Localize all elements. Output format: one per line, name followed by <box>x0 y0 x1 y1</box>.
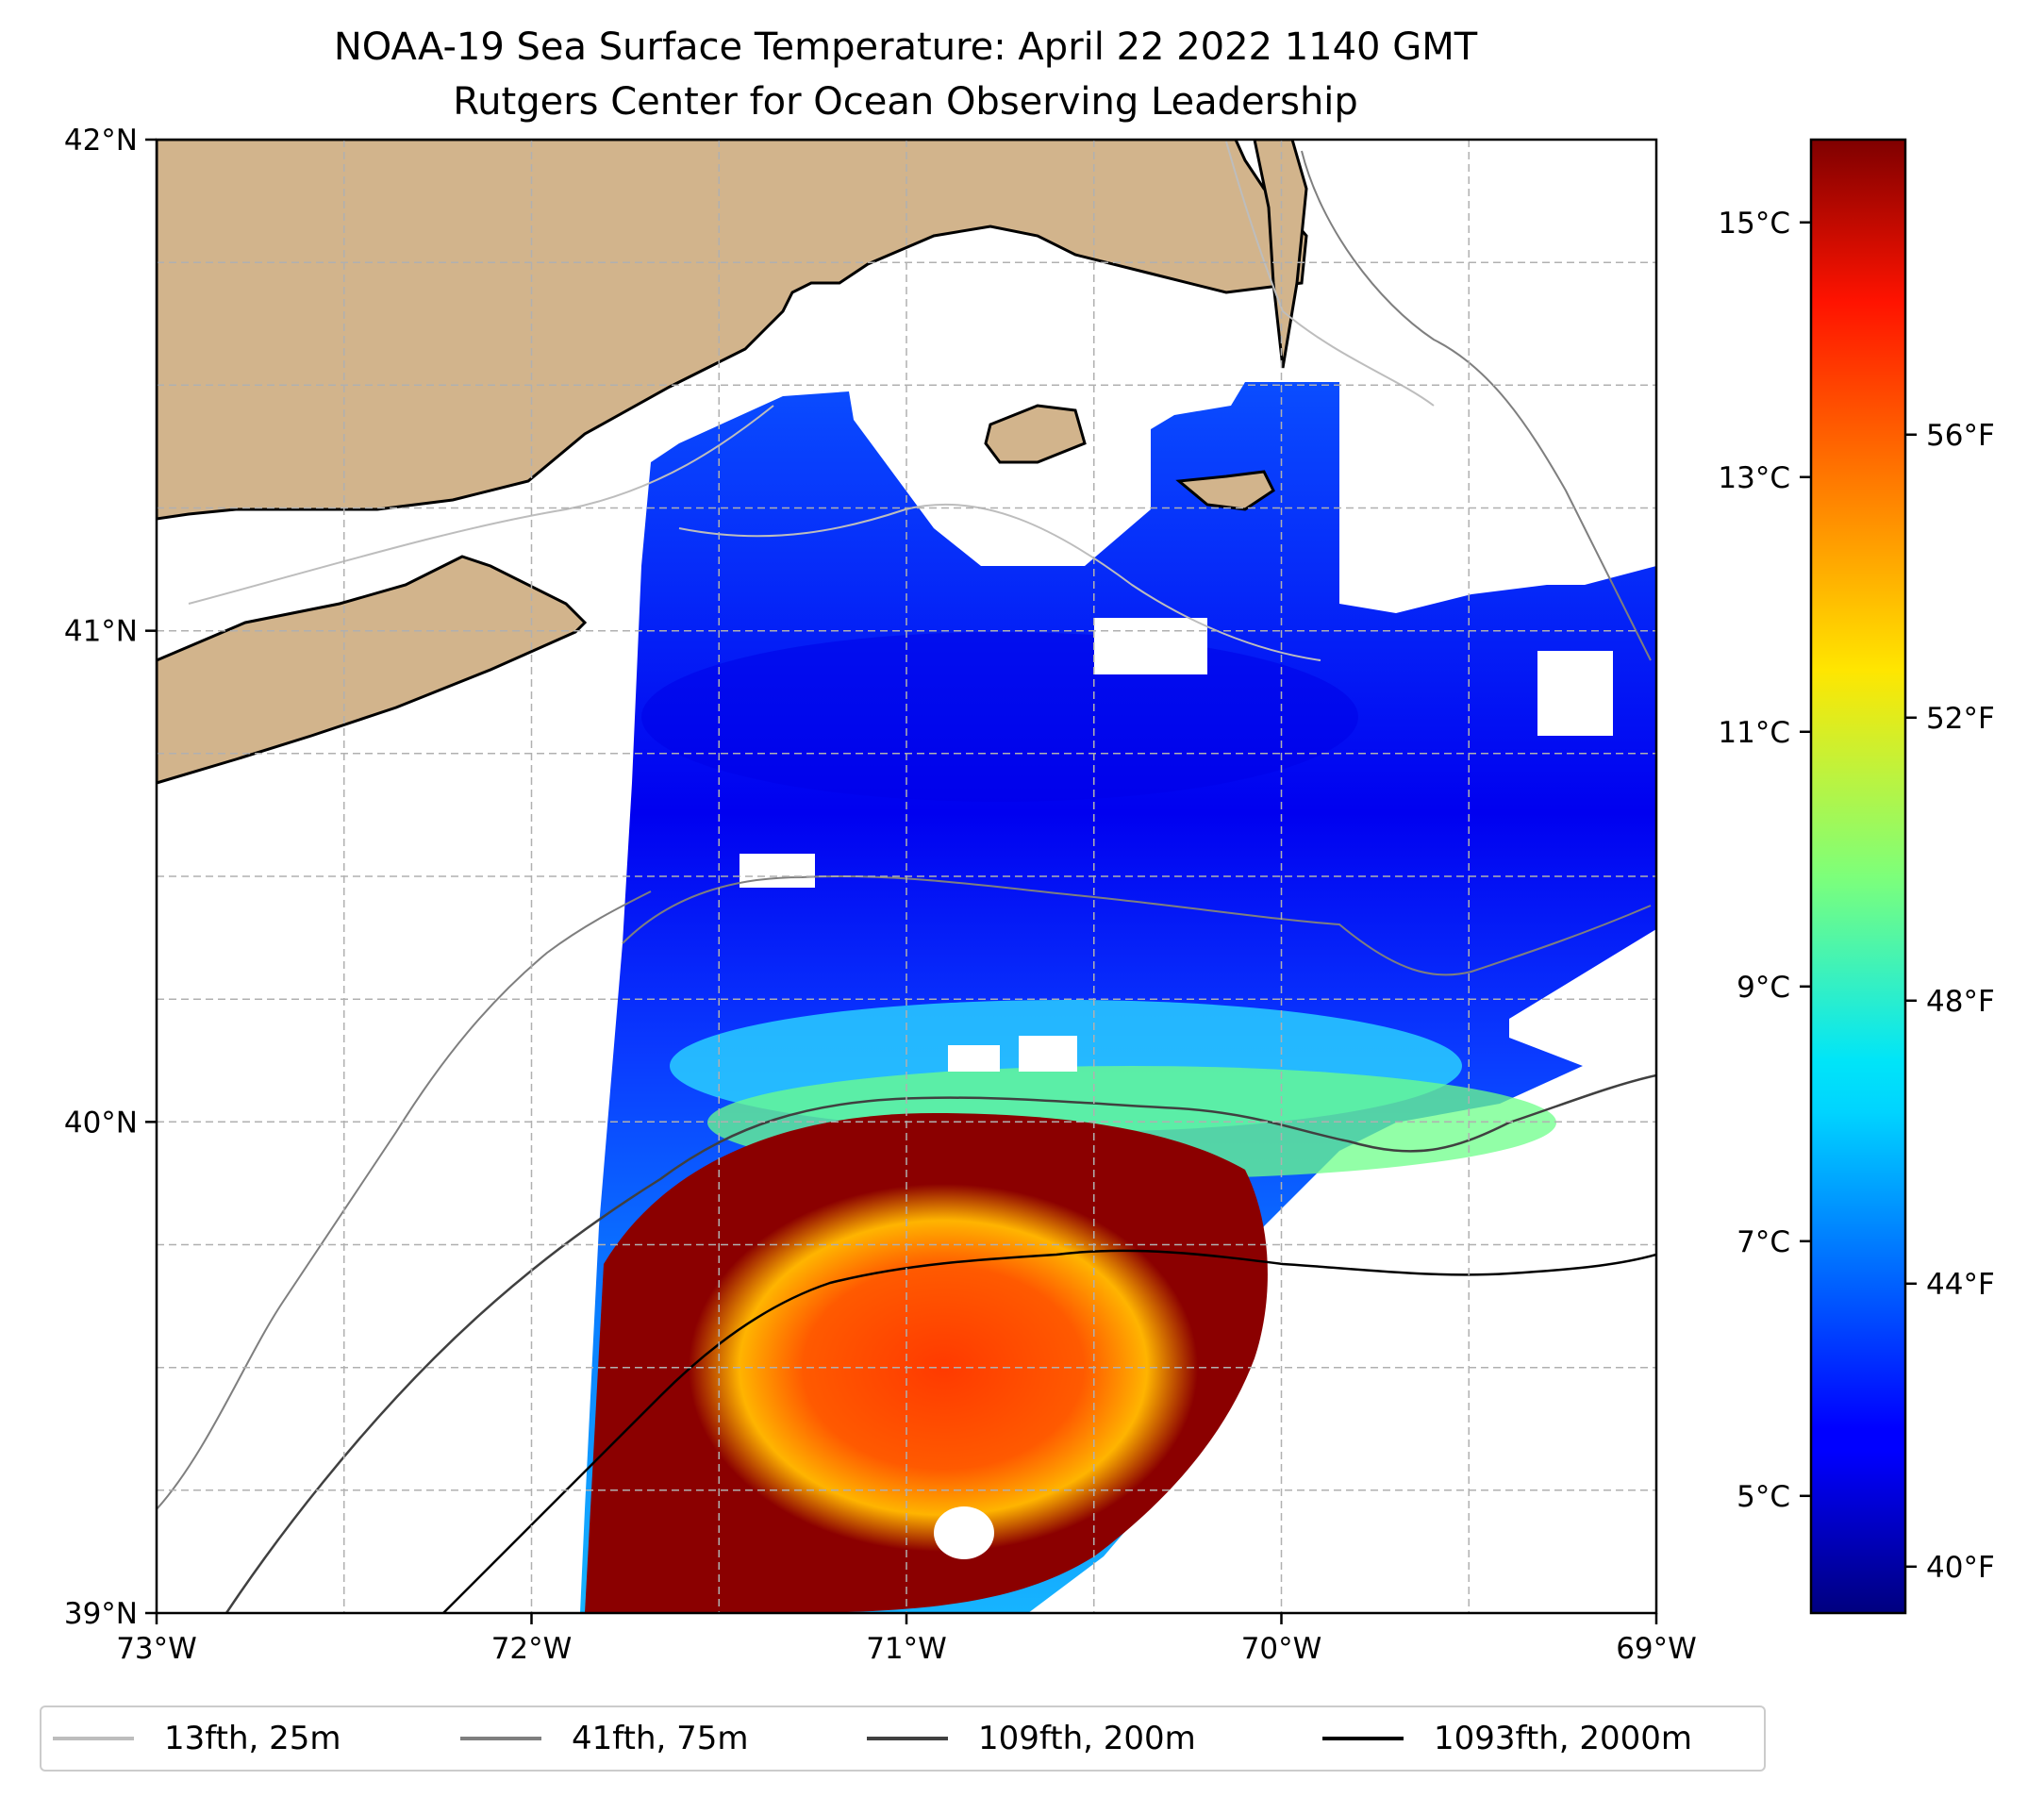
legend-item: 109fth, 200m <box>867 1707 1196 1770</box>
x-tick-label: 72°W <box>491 1632 573 1666</box>
cloud-gap <box>739 854 815 888</box>
x-tick-label: 69°W <box>1616 1632 1697 1666</box>
nantucket <box>1175 470 1275 511</box>
map-area <box>157 140 1656 1613</box>
cloud-gap <box>1019 1036 1077 1072</box>
legend-swatch <box>867 1737 948 1740</box>
cape-cod <box>1253 140 1308 369</box>
legend-swatch <box>460 1737 541 1740</box>
celsius-tick-label: 13°C <box>1718 461 1790 495</box>
legend-item: 13fth, 25m <box>53 1707 341 1770</box>
cloud-gap <box>1537 651 1613 736</box>
fahrenheit-tick-label: 44°F <box>1926 1268 1995 1302</box>
land <box>157 140 1308 785</box>
cloud-gap <box>1094 618 1207 674</box>
cloud-gap <box>1509 929 1656 1094</box>
y-tick-label: 40°N <box>64 1106 138 1140</box>
cloud-gap <box>934 1506 994 1559</box>
legend-label: 109fth, 200m <box>978 1720 1196 1757</box>
new-england-coast <box>157 140 1308 521</box>
colorbar-ticks: 5°C 7°C 9°C 11°C 13°C 15°C 40°F 44°F 48°F 52°F 56°… <box>1718 207 1994 1585</box>
legend-item: 41fth, 75m <box>460 1707 749 1770</box>
y-tick-label: 42°N <box>64 124 138 158</box>
y-tick-label: 39°N <box>64 1597 138 1631</box>
celsius-tick-label: 11°C <box>1718 716 1790 750</box>
cold-core <box>641 632 1358 802</box>
map-title: NOAA-19 Sea Surface Temperature: April 2… <box>333 25 1478 69</box>
cloud-gap <box>948 1045 1000 1072</box>
x-tick-label: 70°W <box>1241 1632 1322 1666</box>
fahrenheit-tick-label: 48°F <box>1926 985 1995 1019</box>
legend-label: 41fth, 75m <box>572 1720 749 1757</box>
map-subtitle: Rutgers Center for Ocean Observing Leade… <box>453 80 1358 124</box>
marthas-vineyard <box>984 404 1087 464</box>
y-tick-label: 41°N <box>64 615 138 649</box>
fahrenheit-tick-label: 52°F <box>1926 702 1995 736</box>
celsius-tick-label: 5°C <box>1737 1480 1790 1514</box>
legend-swatch <box>1322 1737 1404 1740</box>
colorbar <box>1809 138 1907 1615</box>
fahrenheit-tick-label: 56°F <box>1926 419 1995 453</box>
fahrenheit-tick-label: 40°F <box>1926 1551 1995 1585</box>
x-tick-label: 73°W <box>116 1632 197 1666</box>
legend-label: 1093fth, 2000m <box>1434 1720 1693 1757</box>
legend-swatch <box>53 1737 134 1740</box>
legend-item: 1093fth, 2000m <box>1322 1707 1692 1770</box>
x-tick-label: 71°W <box>866 1632 947 1666</box>
gridlines <box>157 140 1656 1613</box>
celsius-tick-label: 7°C <box>1737 1225 1790 1259</box>
celsius-tick-label: 9°C <box>1737 971 1790 1005</box>
celsius-tick-label: 15°C <box>1718 207 1790 241</box>
isobath-legend: 13fth, 25m 41fth, 75m 109fth, 200m 1093fth,… <box>40 1705 1766 1772</box>
long-island <box>157 555 588 785</box>
map-axis-ticks: 73°W 72°W 71°W 70°W 69°W 42°N 41°N 40°N 39°N <box>64 124 1697 1666</box>
legend-label: 13fth, 25m <box>164 1720 341 1757</box>
